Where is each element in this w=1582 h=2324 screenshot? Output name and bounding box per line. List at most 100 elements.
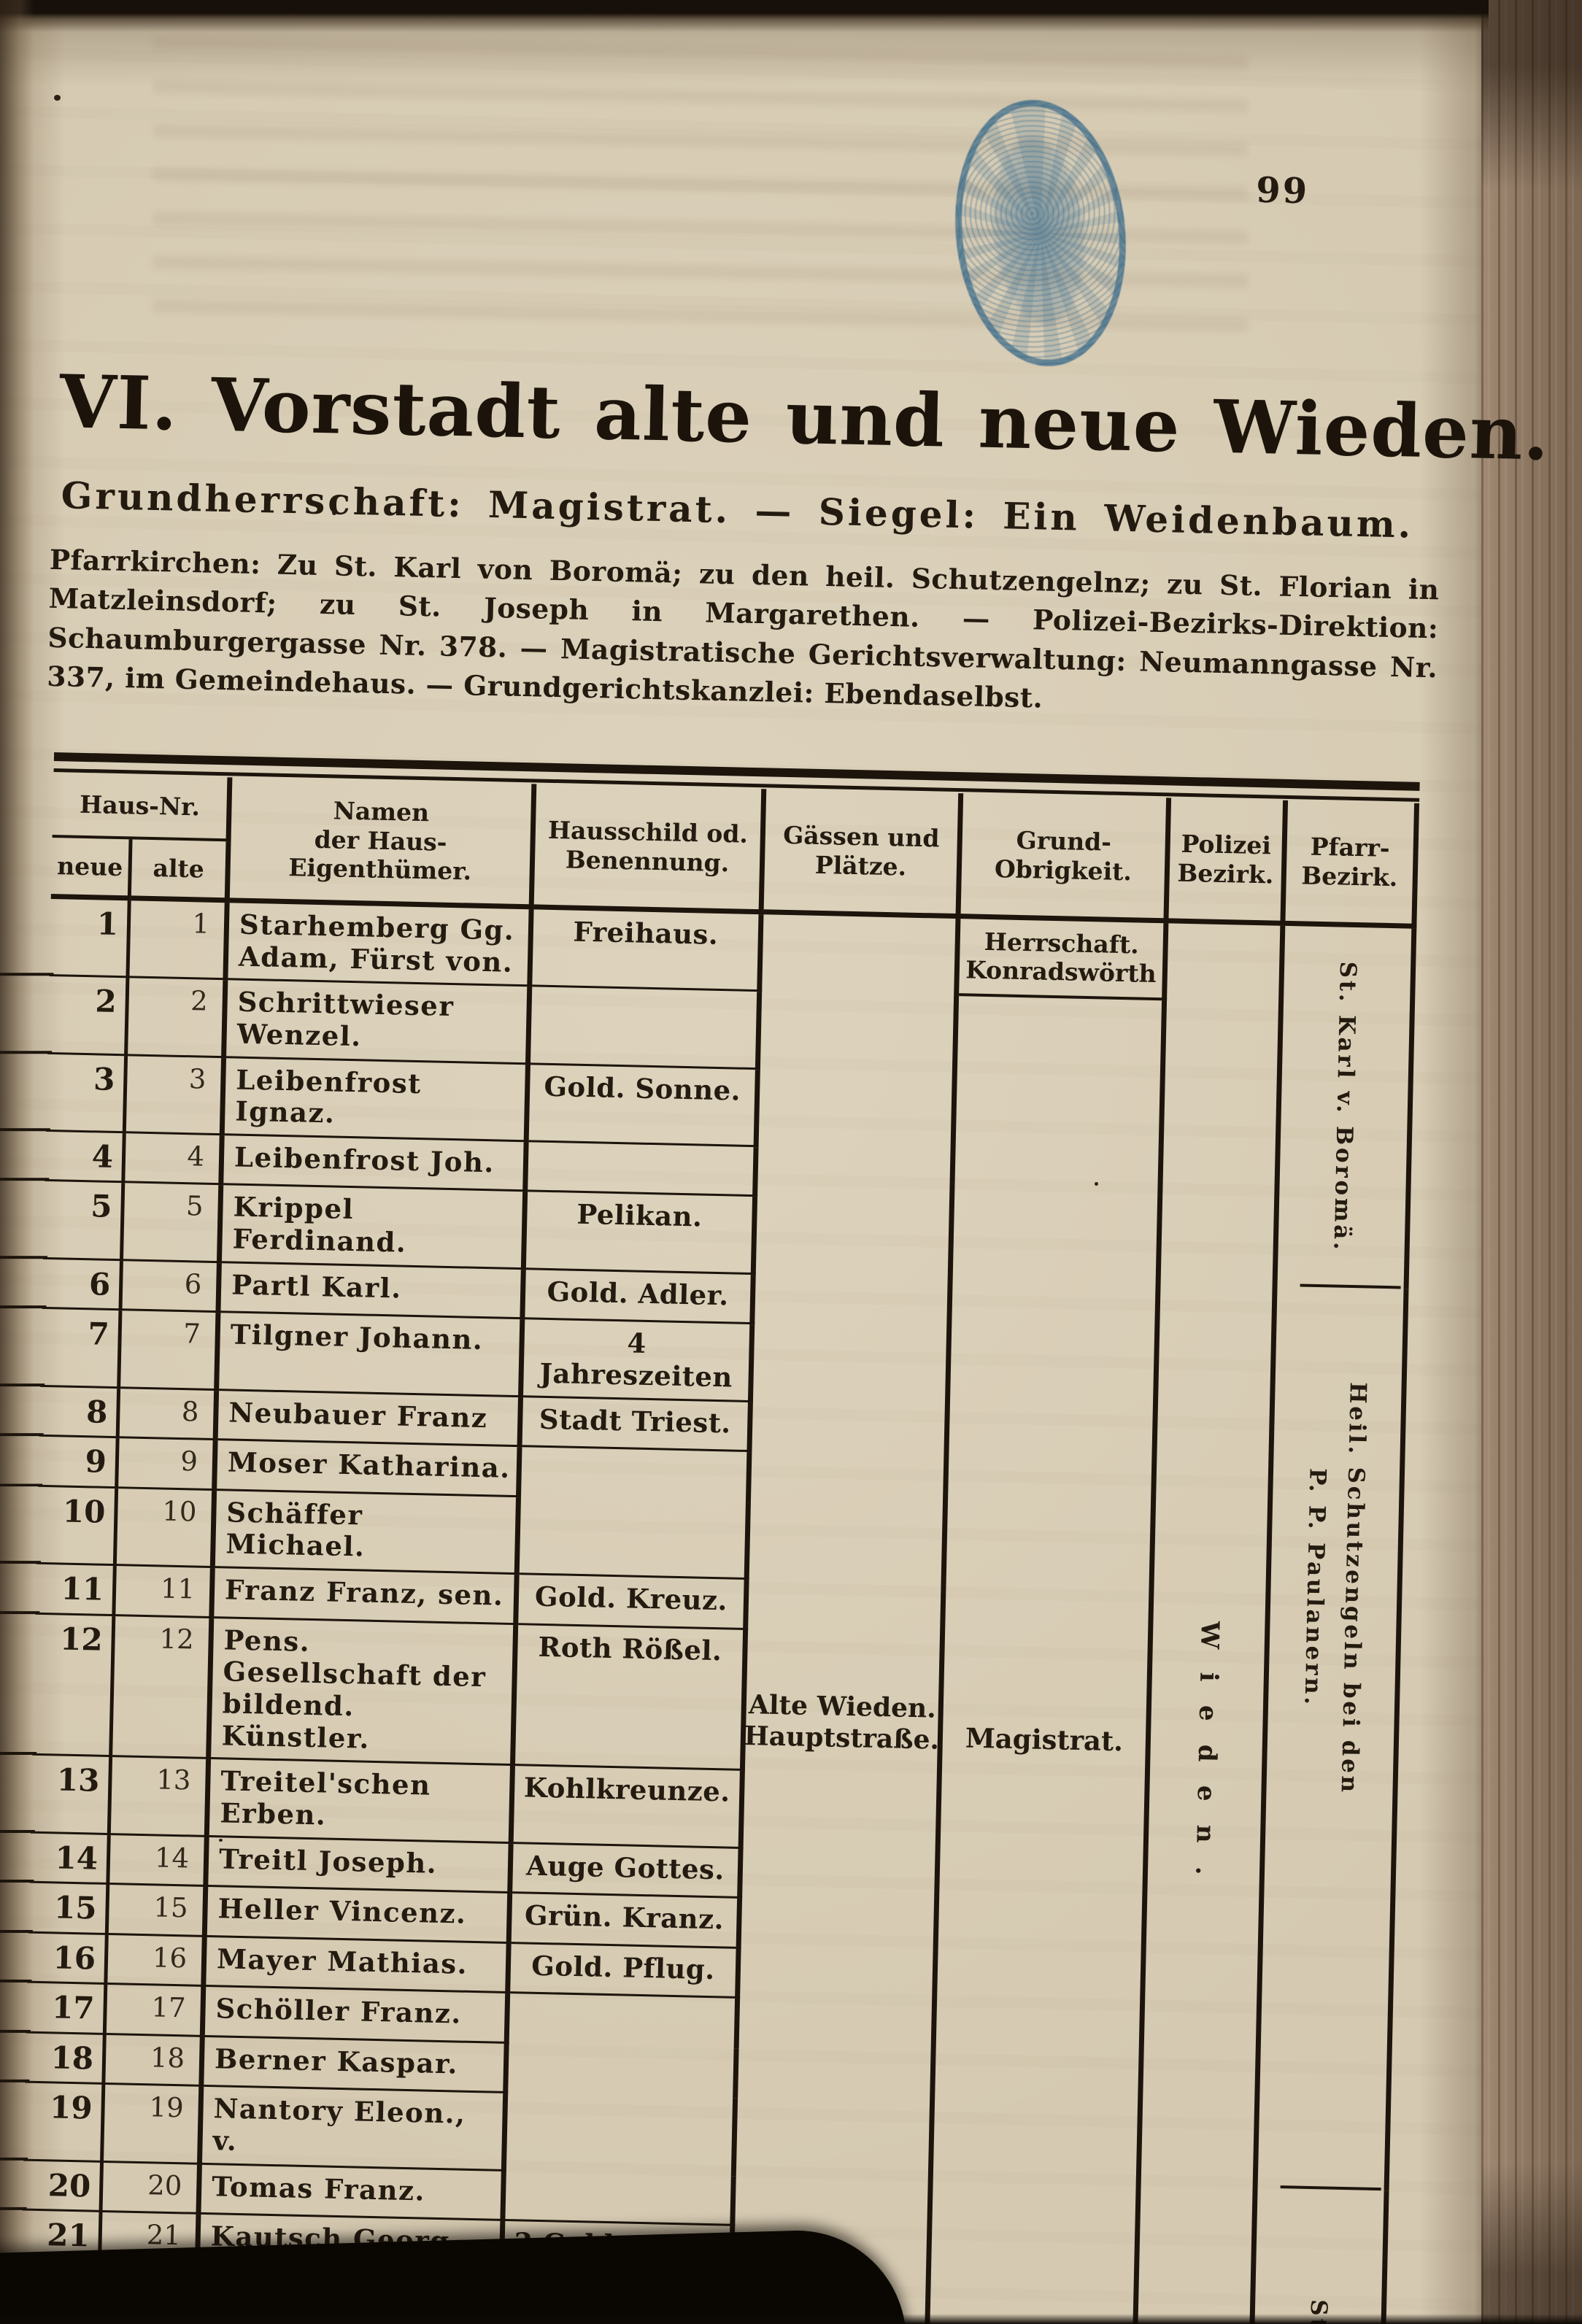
house-number-new: 11 [35,1564,117,1616]
header-gassen: Gässen und Plätze. [763,789,964,919]
house-number-old: 4 [125,1133,225,1186]
page-content: 99 VI. Vorstadt alte und neue Wieden. Gr… [0,20,1551,2324]
owner-name-cell: Schäffer Michael. [215,1490,522,1575]
house-number-old: 9 [118,1438,218,1491]
owner-name-cell: Heller Vincenz. [207,1887,513,1944]
house-table: Haus-Nr. neue alte Namen der Haus-Eigent… [12,752,1420,2324]
parish-name: St. Karl v. Boromä. [1328,961,1362,1254]
owner-name-cell: Tilgner Johann. [219,1313,525,1397]
house-sign-cell [505,2171,736,2227]
owner-name-cell: Schöller Franz. [204,1987,511,2044]
authority-name: Herrschaft. Konradswörth [965,927,1157,989]
house-number-new: 15 [28,1883,110,1935]
authority-name: Magistrat. [965,1721,1124,1758]
header-pfarr: Pfarr- Bezirk. [1285,800,1420,929]
house-number-old: 6 [122,1261,222,1313]
house-sign-cell: 4 Jahreszeiten [522,1319,755,1402]
owner-name-cell: Treitel'schen Erben. [209,1759,515,1844]
house-number-old: 20 [102,2162,202,2215]
house-sign-cell: Freihaus. [532,909,764,992]
parish-name: Heil. Schutzengeln bei den P. P. Paulane… [1299,1381,1371,1796]
owner-name-cell: Starhemberg Gg. Adam, Fürst von. [228,903,534,987]
page-subtitle: Grundherrschaft: Magistrat. — Siegel: Ei… [61,474,1414,547]
house-number-old: 16 [107,1934,207,1988]
owner-name-cell: Leibenfrost Ignaz. [224,1057,530,1143]
house-number-old: 10 [116,1488,217,1569]
house-sign-cell: Gold. Pflug. [510,1943,741,1999]
owner-name-cell: Tomas Franz. [201,2164,506,2222]
house-number-new: 2 [47,976,130,1056]
header-polizei: Polizei Bezirk. [1168,798,1289,926]
house-sign-cell: Auge Gottes. [512,1843,744,1899]
house-sign-cell [528,1142,759,1197]
intro-paragraph: Pfarrkirchen: Zu St. Karl von Boromä; zu… [46,543,1440,714]
street-name: Alte Wieden. Hauptstraße. [744,1689,940,1756]
authority-cell-konradswoerth: Herrschaft. Konradswörth [959,919,1169,1001]
owner-name-cell: Nantory Eleon., v. [201,2087,509,2171]
house-number-old: 18 [105,2034,205,2088]
parish-cell-2: Heil. Schutzengeln bei den P. P. Paulane… [1257,1286,1409,2190]
house-sign-cell: Pelikan. [525,1192,758,1275]
house-number-old: 13 [110,1757,212,1837]
house-sign-cell: Grün. Kranz. [511,1893,743,1949]
house-number-old: 1 [129,900,230,981]
page-number: 99 [1255,169,1310,212]
house-sign-cell [530,987,763,1070]
paper-sheet [0,0,1489,2324]
house-number-old: 11 [115,1566,215,1618]
house-number-new: 10 [36,1486,119,1567]
owner-name-cell: Berner Kaspar. [204,2037,509,2094]
house-number-new: 13 [30,1755,113,1835]
house-number-new: 19 [23,2082,106,2163]
header-hausschild: Hausschild od. Benennung. [533,784,767,915]
owner-name-cell: Schrittwieser Wenzel. [226,980,533,1065]
house-sign-cell: Kohlkreunze. [513,1766,745,1849]
owner-name-cell: Leibenfrost Joh. [223,1135,529,1192]
house-number-old: 2 [128,978,228,1058]
house-number-old: 19 [103,2085,204,2165]
library-stamp-icon [943,91,1138,375]
house-number-new: 4 [45,1131,126,1184]
house-number-new: 17 [26,1983,108,2035]
house-sign-cell [521,1447,752,1502]
house-number-old: 7 [120,1310,221,1391]
header-namen: Namen der Haus-Eigenthümer. [229,777,537,910]
house-sign-cell: Roth Rößel. [514,1624,749,1772]
header-hausnr: Haus-Nr. [52,773,233,842]
house-number-new: 14 [29,1833,111,1885]
table-grid: Haus-Nr. neue alte Namen der Haus-Eigent… [12,773,1420,2324]
house-number-new: 5 [42,1181,126,1262]
house-sign-cell [506,2093,738,2177]
house-number-new: 9 [38,1437,120,1489]
house-number-old: 3 [126,1055,227,1136]
police-district-name: Wieden. [1189,1621,1224,1899]
page-title: VI. Vorstadt alte und neue Wieden. [58,358,1551,477]
owner-name-cell: Mayer Mathias. [206,1937,512,1994]
house-sign-cell [508,2043,739,2099]
parish-cell-1: St. Karl v. Boromä. [1277,925,1417,1289]
streets-merged-cell: Alte Wieden. Hauptstraße. [725,914,961,2324]
header-grund: Grund- Obrigkeit. [960,793,1172,924]
house-sign-cell [519,1497,751,1580]
owner-name-cell: Moser Katharina. [217,1440,522,1497]
header-neue: neue [50,837,133,901]
house-number-new: 6 [42,1259,123,1311]
owner-name-cell: Franz Franz, sen. [214,1568,520,1625]
header-alte: alte [131,839,231,903]
house-number-old: 14 [109,1834,209,1888]
house-number-new: 8 [39,1386,121,1439]
house-number-new: 1 [49,898,131,978]
owner-name-cell: Pens. Gesellschaft der bildend. Künstler… [211,1618,519,1767]
owner-name-cell: Partl Karl. [220,1263,526,1320]
house-number-old: 15 [108,1885,209,1937]
owner-name-cell: Krippel Ferdinand. [221,1185,528,1270]
owner-name-cell: Neubauer Franz [217,1390,523,1448]
book-edge [1481,0,1582,2324]
scan-top-edge [0,0,1489,32]
house-number-old: 12 [112,1615,215,1760]
house-number-new: 16 [27,1933,109,1985]
house-number-new: 7 [40,1309,123,1389]
house-number-new: 12 [32,1614,116,1758]
house-number-new: 18 [25,2033,107,2085]
